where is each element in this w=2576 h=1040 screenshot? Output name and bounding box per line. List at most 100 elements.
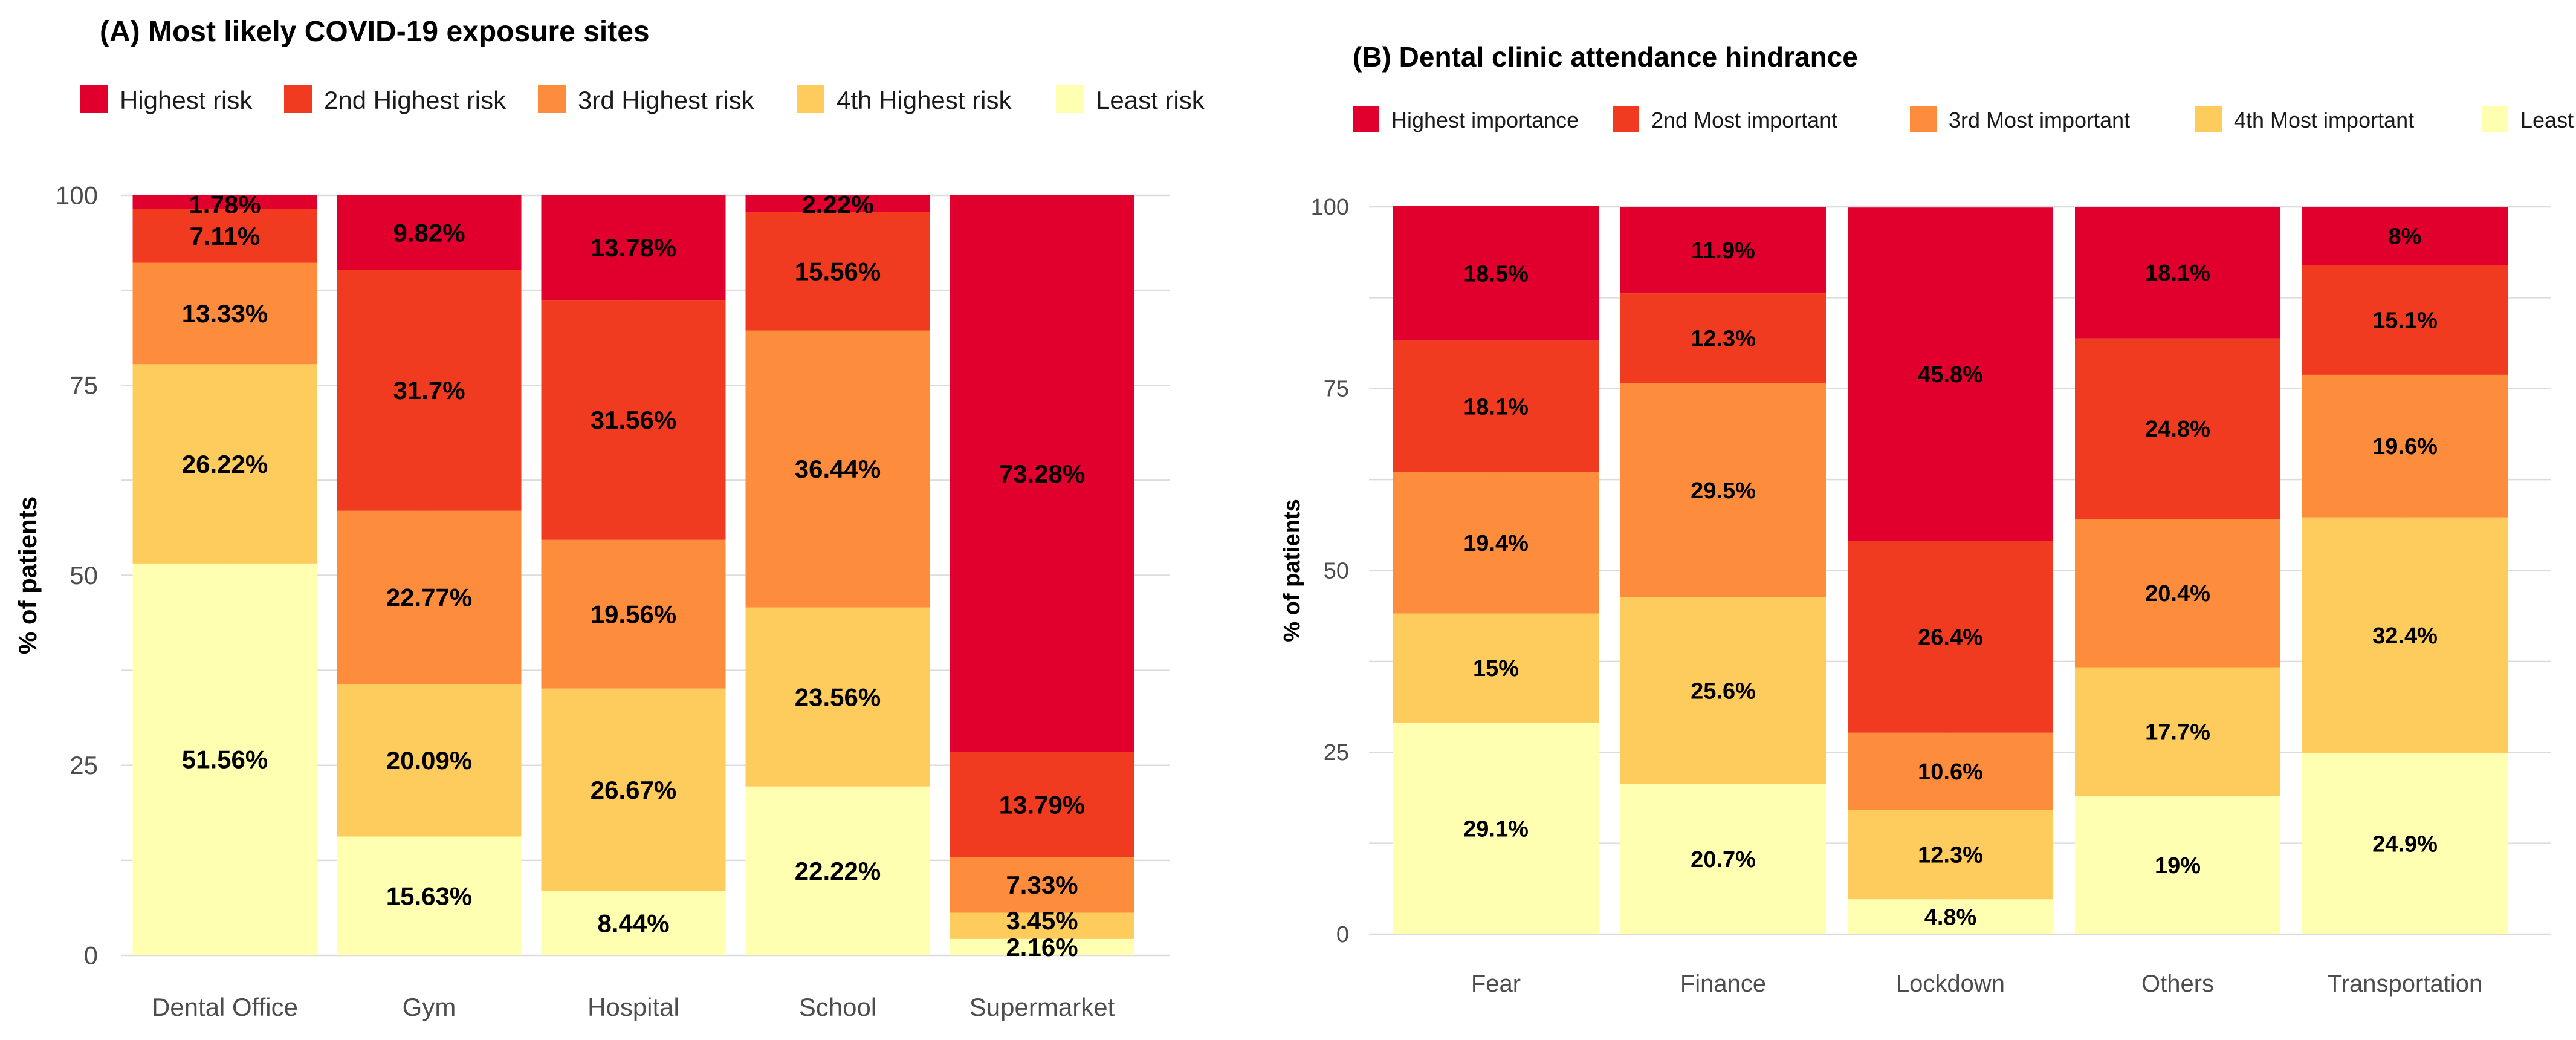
bar-b-transportation-seg-3 [2302, 374, 2508, 518]
xtick-b-finance: Finance [1680, 970, 1766, 997]
bar-b-finance-seg-1 [1620, 783, 1826, 934]
bar-a-dental-office-seg-5 [132, 195, 317, 209]
bar-a-school-seg-5 [745, 195, 930, 212]
legend-a-label-3: 3rd Highest risk [578, 86, 755, 114]
bar-b-others-seg-3 [2075, 519, 2280, 668]
legend-b-swatch-4 [2195, 106, 2222, 132]
xtick-b-lockdown: Lockdown [1896, 970, 2005, 997]
data-label-a-school-5: 2.22% [801, 190, 873, 218]
legend-b-label-5: Least important [2520, 108, 2576, 132]
bar-b-lockdown-seg-4 [1848, 541, 2053, 733]
data-label-a-hospital-3: 19.56% [591, 600, 676, 628]
data-label-b-lockdown-3: 10.6% [1918, 759, 1983, 785]
bar-a-school-seg-4 [745, 212, 930, 331]
legend-a-label-1: Highest risk [120, 86, 253, 114]
data-label-a-hospital-5: 13.78% [591, 233, 676, 262]
data-label-b-lockdown-1: 4.8% [1924, 905, 1977, 930]
bar-b-others-seg-1 [2075, 796, 2280, 934]
bar-a-hospital-seg-3 [541, 539, 726, 689]
bar-a-gym-seg-1 [337, 836, 522, 955]
data-label-b-lockdown-4: 26.4% [1918, 625, 1983, 650]
data-label-a-school-2: 23.56% [795, 683, 881, 711]
data-label-a-gym-1: 15.63% [386, 882, 472, 910]
bar-a-supermarket-seg-1 [950, 938, 1134, 955]
bar-b-fear-seg-1 [1393, 722, 1599, 934]
data-label-a-supermarket-5: 73.28% [999, 460, 1085, 488]
bar-a-hospital-seg-2 [541, 688, 726, 891]
data-label-a-gym-5: 9.82% [393, 218, 465, 247]
bar-a-dental-office-seg-1 [132, 563, 317, 955]
legend-b-swatch-3 [1910, 106, 1937, 132]
data-label-b-others-3: 20.4% [2145, 581, 2210, 606]
data-label-b-finance-4: 12.3% [1691, 326, 1756, 351]
legend-a-label-5: Least risk [1096, 86, 1205, 114]
ytick-a-75: 75 [70, 371, 98, 400]
bar-a-gym-seg-5 [337, 195, 522, 270]
legend-b-swatch-2 [1613, 106, 1639, 132]
data-label-a-dental-office-3: 13.33% [182, 299, 268, 328]
bar-a-dental-office-seg-3 [132, 262, 317, 365]
data-label-b-lockdown-5: 45.8% [1918, 362, 1983, 388]
data-label-a-hospital-4: 31.56% [591, 406, 676, 434]
data-label-a-hospital-2: 26.67% [591, 776, 676, 804]
data-label-b-fear-1: 29.1% [1463, 816, 1529, 842]
ytick-a-0: 0 [84, 941, 98, 969]
data-label-b-others-4: 24.8% [2145, 417, 2210, 442]
bar-b-transportation-seg-5 [2302, 207, 2508, 265]
legend-b-swatch-5 [2482, 106, 2508, 132]
ytick-a-50: 50 [70, 561, 98, 590]
bar-a-supermarket-seg-3 [950, 857, 1134, 913]
bar-b-lockdown-seg-1 [1848, 899, 2053, 934]
data-label-a-gym-4: 31.7% [393, 376, 465, 405]
ytick-b-25: 25 [1324, 740, 1349, 765]
data-label-a-school-3: 36.44% [795, 455, 881, 483]
legend-b-label-3: 3rd Most important [1949, 108, 2130, 132]
data-label-a-hospital-1: 8.44% [597, 909, 669, 938]
data-label-b-others-2: 17.7% [2145, 720, 2210, 745]
xtick-a-dental-office: Dental Office [152, 993, 298, 1021]
xtick-a-hospital: Hospital [587, 993, 679, 1021]
panel-b-attendance-hindrance: (B) Dental clinic attendance hindrance Hi… [1280, 41, 2576, 997]
legend-b-label-4: 4th Most important [2234, 108, 2414, 132]
data-label-a-supermarket-2: 3.45% [1006, 906, 1078, 935]
panel-a-exposure-sites: (A) Most likely COVID-19 exposure sites H… [13, 16, 1205, 1021]
bar-a-school-seg-1 [745, 786, 930, 955]
bar-a-supermarket-seg-5 [950, 195, 1134, 753]
bar-b-fear-seg-5 [1393, 206, 1599, 341]
ytick-b-100: 100 [1311, 195, 1349, 220]
data-label-b-others-5: 18.1% [2145, 261, 2210, 286]
xtick-b-others: Others [2141, 970, 2214, 997]
data-label-b-fear-4: 18.1% [1463, 395, 1529, 420]
data-label-a-dental-office-5: 1.78% [189, 190, 261, 218]
legend-a-swatch-5 [1056, 85, 1084, 113]
bar-a-dental-office-seg-4 [132, 209, 317, 263]
bar-b-transportation-seg-4 [2302, 265, 2508, 375]
data-label-b-transportation-5: 8% [2389, 224, 2422, 249]
data-label-a-school-1: 22.22% [795, 857, 881, 885]
legend-a-label-2: 2nd Highest risk [324, 86, 506, 114]
legend-a-swatch-3 [538, 85, 566, 113]
xtick-a-school: School [799, 993, 876, 1021]
bar-b-fear-seg-4 [1393, 340, 1599, 473]
data-label-b-fear-5: 18.5% [1463, 261, 1529, 287]
bar-b-fear-seg-3 [1393, 472, 1599, 614]
bar-a-hospital-seg-1 [541, 891, 726, 955]
legend-b-label-1: Highest importance [1391, 108, 1579, 132]
data-label-b-lockdown-2: 12.3% [1918, 843, 1983, 868]
legend-a-swatch-1 [80, 85, 108, 113]
legend-b-swatch-1 [1353, 106, 1379, 132]
data-label-b-finance-3: 29.5% [1691, 478, 1756, 504]
legend-a-swatch-4 [797, 85, 824, 113]
xtick-b-fear: Fear [1471, 970, 1521, 997]
ytick-a-25: 25 [70, 751, 98, 779]
chart-b-title: (B) Dental clinic attendance hindrance [1353, 41, 1858, 73]
ytick-b-50: 50 [1324, 558, 1349, 583]
bar-a-gym-seg-3 [337, 510, 522, 684]
data-label-a-supermarket-3: 7.33% [1006, 871, 1078, 899]
data-label-a-dental-office-1: 51.56% [182, 746, 268, 774]
data-label-b-finance-5: 11.9% [1691, 238, 1755, 264]
data-label-a-dental-office-2: 26.22% [182, 450, 268, 478]
ytick-b-75: 75 [1324, 377, 1349, 402]
data-label-a-gym-2: 20.09% [386, 746, 472, 775]
